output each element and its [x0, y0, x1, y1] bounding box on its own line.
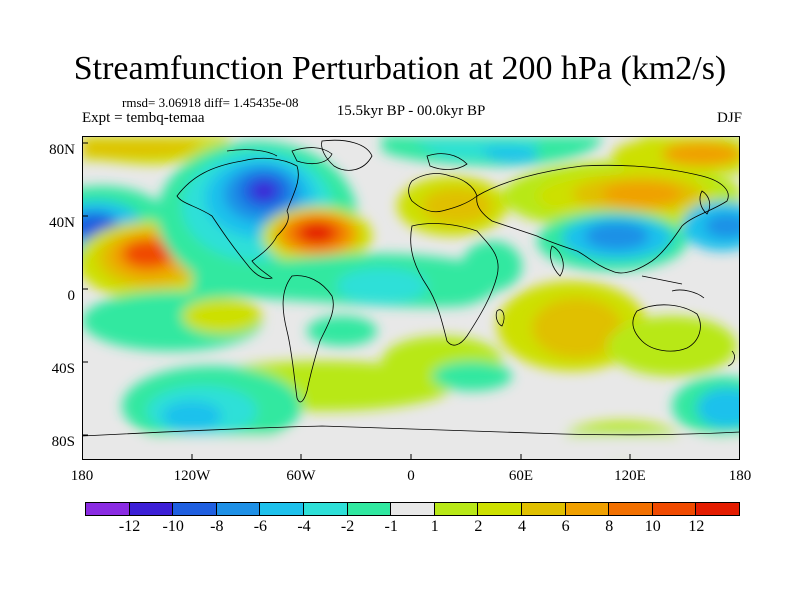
- colorbar-label: -2: [340, 518, 355, 535]
- lat-label-80n: 80N: [49, 142, 75, 158]
- colorbar-label: 6: [561, 518, 570, 535]
- colorbar-swatch: [608, 502, 653, 516]
- colorbar-swatch: [302, 502, 348, 516]
- season-label: DJF: [716, 110, 742, 126]
- colorbar: [85, 502, 740, 516]
- colorbar-swatch: [172, 502, 217, 516]
- lon-label-180w: 180: [70, 468, 94, 484]
- colorbar-label: 2: [474, 518, 483, 535]
- colorbar-swatch: [128, 502, 174, 516]
- lon-label-120w: 120W: [173, 468, 211, 484]
- colorbar-swatch: [85, 502, 130, 516]
- lon-label-60e: 60E: [508, 468, 534, 484]
- axis-ticks: [82, 142, 631, 460]
- period-label: 15.5kyr BP - 00.0kyr BP: [336, 103, 486, 119]
- colorbar-swatch: [477, 502, 522, 516]
- lon-label-180e: 180: [728, 468, 752, 484]
- lon-label-120e: 120E: [614, 468, 646, 484]
- colorbar-label: 1: [430, 518, 439, 535]
- colorbar-label: -6: [253, 518, 268, 535]
- colorbar-swatch: [346, 502, 392, 516]
- colorbar-swatch: [215, 502, 261, 516]
- colorbar-label: -10: [162, 518, 184, 535]
- experiment-label: Expt = tembq-temaa: [82, 110, 205, 126]
- coastlines: [82, 139, 740, 437]
- streamfunction-map: [82, 136, 740, 460]
- lon-label-0: 0: [407, 468, 415, 484]
- lat-label-40s: 40S: [51, 361, 75, 377]
- colorbar-swatch: [433, 502, 479, 516]
- colorbar-label: 10: [644, 518, 661, 535]
- colorbar-label: 4: [518, 518, 526, 535]
- colorbar-label: 8: [605, 518, 614, 535]
- chart-title: Streamfunction Perturbation at 200 hPa (…: [73, 50, 727, 87]
- lat-label-80s: 80S: [51, 434, 75, 450]
- colorbar-swatch: [651, 502, 697, 516]
- lat-label-40n: 40N: [49, 215, 75, 231]
- colorbar-swatch: [695, 502, 740, 516]
- colorbar-swatch: [520, 502, 566, 516]
- lat-label-eq: 0: [67, 288, 76, 304]
- colorbar-label: -1: [384, 518, 398, 535]
- colorbar-label: -4: [297, 518, 311, 535]
- colorbar-swatch: [390, 502, 435, 516]
- lon-label-60w: 60W: [286, 468, 316, 484]
- colorbar-label: 12: [688, 518, 705, 535]
- colorbar-swatch: [259, 502, 304, 516]
- colorbar-label: -8: [210, 518, 224, 535]
- rmsd-diff-stats: rmsd= 3.06918 diff= 1.45435e-08: [122, 95, 299, 110]
- colorbar-label: -12: [118, 518, 141, 535]
- colorbar-swatch: [564, 502, 610, 516]
